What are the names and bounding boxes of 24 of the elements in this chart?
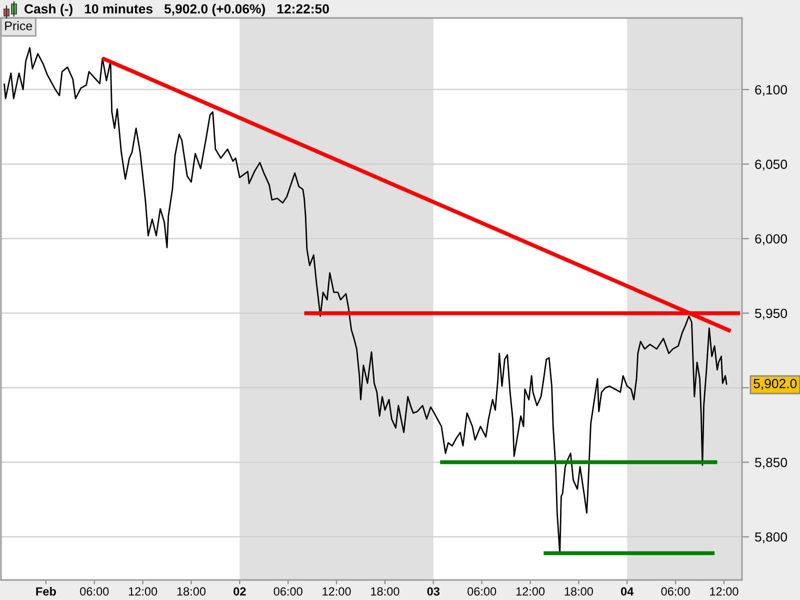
y-tick-label: 5,850: [755, 458, 787, 469]
y-tick-label: 6,050: [755, 160, 787, 171]
x-tick-label: 03: [427, 587, 440, 596]
x-tick-label: Feb: [36, 586, 56, 596]
y-tick-label: 5,950: [755, 308, 787, 320]
y-tick-label: 6,100: [755, 85, 787, 96]
x-tick-label: 12:00: [128, 587, 158, 596]
y-tick-label: 5,800: [755, 532, 787, 544]
x-tick-label: 12:00: [710, 587, 738, 596]
x-tick-label: 02: [234, 587, 246, 596]
x-tick-label: 18:00: [371, 587, 400, 596]
y-tick-label: 6,000: [755, 234, 787, 246]
series-label: Price: [5, 21, 32, 30]
x-tick-label: 06:00: [274, 587, 302, 596]
x-tick-label: 06:00: [468, 587, 496, 596]
x-tick-label: 12:00: [516, 587, 545, 596]
x-tick-label: 04: [621, 587, 634, 596]
chart-title: Cash (-) 10 minutes 5,902.0 (+0.06%) 12:22:50: [24, 4, 329, 16]
x-tick-label: 18:00: [564, 587, 593, 596]
x-tick-label: 06:00: [80, 587, 109, 596]
x-tick-label: 06:00: [661, 587, 690, 596]
x-tick-label: 12:00: [322, 587, 351, 596]
x-tick-label: 18:00: [177, 587, 206, 596]
text: 5,902.0: [754, 378, 797, 390]
